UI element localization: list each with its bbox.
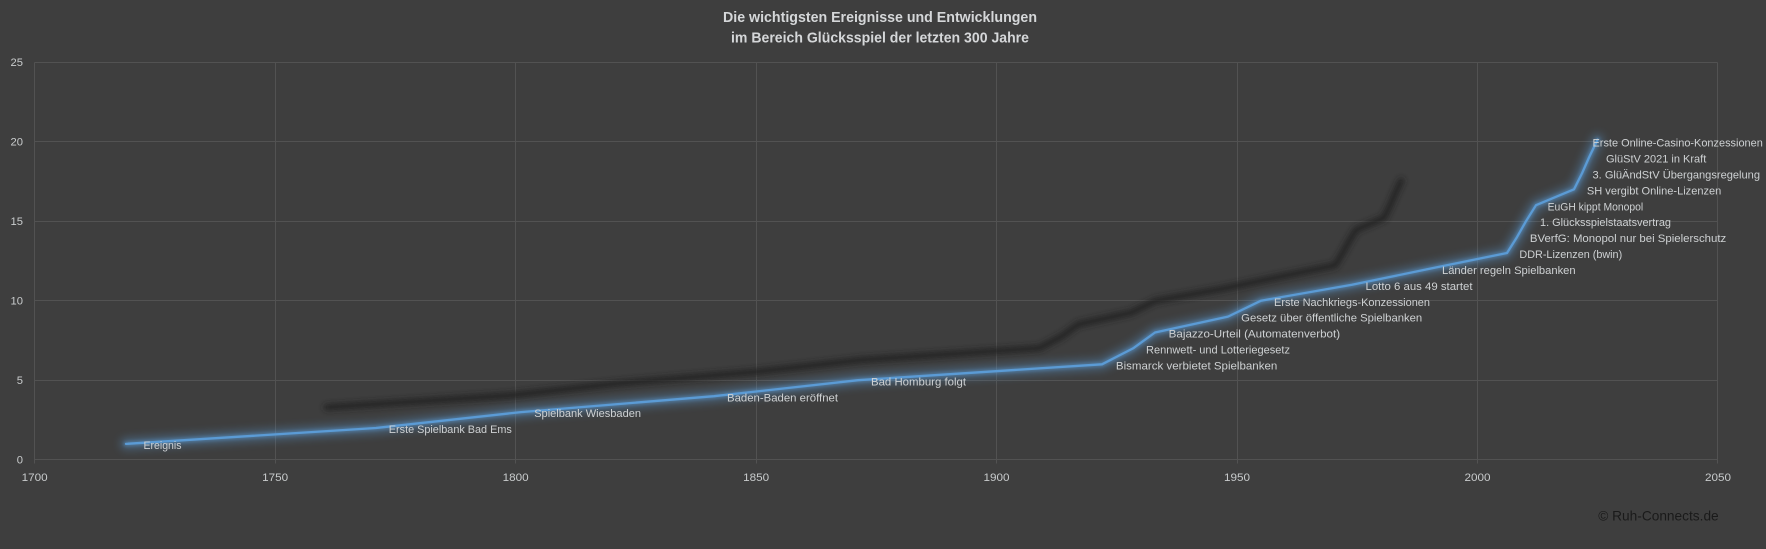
svg-text:Erste Spielbank Bad Ems: Erste Spielbank Bad Ems bbox=[389, 424, 512, 436]
svg-text:BVerfG: Monopol nur bei Spiele: BVerfG: Monopol nur bei Spielerschutz bbox=[1530, 233, 1727, 245]
svg-text:1. Glücksspielstaatsvertrag: 1. Glücksspielstaatsvertrag bbox=[1540, 217, 1671, 229]
svg-text:2000: 2000 bbox=[1465, 472, 1491, 484]
svg-text:1700: 1700 bbox=[22, 472, 48, 484]
svg-text:1950: 1950 bbox=[1224, 472, 1250, 484]
svg-text:Erste Nachkriegs-Konzessionen: Erste Nachkriegs-Konzessionen bbox=[1274, 297, 1430, 309]
svg-text:3. GlüÄndStV Übergangsregelung: 3. GlüÄndStV Übergangsregelung bbox=[1593, 170, 1761, 182]
svg-text:15: 15 bbox=[11, 216, 23, 228]
svg-text:Bad Homburg folgt: Bad Homburg folgt bbox=[871, 376, 967, 388]
svg-text:Ereignis: Ereignis bbox=[144, 440, 182, 452]
svg-text:Spielbank Wiesbaden: Spielbank Wiesbaden bbox=[534, 408, 641, 420]
svg-text:Länder regeln Spielbanken: Länder regeln Spielbanken bbox=[1442, 265, 1576, 277]
svg-text:1800: 1800 bbox=[503, 472, 529, 484]
svg-text:1900: 1900 bbox=[984, 472, 1010, 484]
svg-text:Erste Online-Casino-Konzession: Erste Online-Casino-Konzessionen bbox=[1593, 138, 1763, 150]
svg-text:Rennwett- und Lotteriegesetz: Rennwett- und Lotteriegesetz bbox=[1146, 345, 1290, 357]
svg-text:20: 20 bbox=[11, 137, 23, 149]
svg-text:5: 5 bbox=[17, 375, 23, 387]
svg-text:Gesetz über öffentliche Spielb: Gesetz über öffentliche Spielbanken bbox=[1241, 313, 1422, 325]
svg-text:© Ruh-Connects.de: © Ruh-Connects.de bbox=[1598, 508, 1718, 523]
svg-text:0: 0 bbox=[17, 455, 23, 467]
svg-text:1850: 1850 bbox=[743, 472, 769, 484]
svg-text:DDR-Lizenzen (bwin): DDR-Lizenzen (bwin) bbox=[1519, 249, 1622, 261]
svg-text:Lotto 6 aus 49 startet: Lotto 6 aus 49 startet bbox=[1366, 281, 1474, 293]
svg-text:25: 25 bbox=[11, 57, 23, 69]
svg-text:2050: 2050 bbox=[1705, 472, 1731, 484]
svg-text:1750: 1750 bbox=[262, 472, 288, 484]
svg-text:EuGH kippt Monopol: EuGH kippt Monopol bbox=[1548, 201, 1644, 213]
svg-text:SH vergibt Online-Lizenzen: SH vergibt Online-Lizenzen bbox=[1587, 185, 1721, 197]
svg-text:10: 10 bbox=[11, 296, 23, 308]
svg-text:im Bereich Glücksspiel der let: im Bereich Glücksspiel der letzten 300 J… bbox=[731, 30, 1029, 47]
svg-text:Die wichtigsten Ereignisse und: Die wichtigsten Ereignisse und Entwicklu… bbox=[723, 9, 1037, 26]
svg-text:GlüStV 2021 in Kraft: GlüStV 2021 in Kraft bbox=[1606, 154, 1707, 166]
svg-text:Bismarck verbietet Spielbanken: Bismarck verbietet Spielbanken bbox=[1116, 360, 1277, 372]
svg-text:Baden-Baden eröffnet: Baden-Baden eröffnet bbox=[727, 392, 839, 404]
svg-text:Bajazzo-Urteil (Automatenverbo: Bajazzo-Urteil (Automatenverbot) bbox=[1169, 329, 1341, 341]
